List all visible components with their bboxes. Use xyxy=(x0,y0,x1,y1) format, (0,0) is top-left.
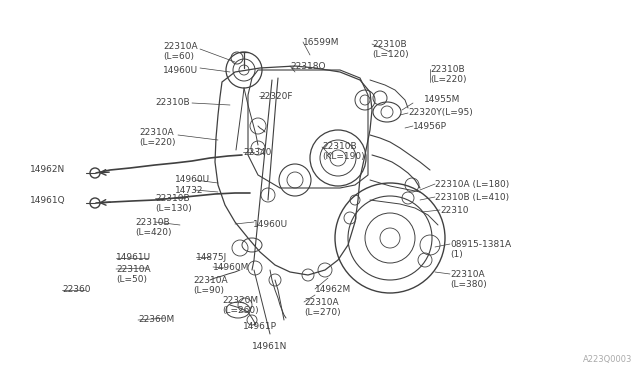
Text: 22360M: 22360M xyxy=(138,315,174,324)
Text: (L=50): (L=50) xyxy=(116,275,147,284)
Text: (L=60): (L=60) xyxy=(163,52,194,61)
Text: 22310A: 22310A xyxy=(116,265,150,274)
Text: 22340: 22340 xyxy=(243,148,271,157)
Text: (1): (1) xyxy=(450,250,463,259)
Text: (L=220): (L=220) xyxy=(430,75,467,84)
Text: 22310A (L=180): 22310A (L=180) xyxy=(435,180,509,189)
Text: 22318Q: 22318Q xyxy=(290,62,326,71)
Text: (L=380): (L=380) xyxy=(450,280,487,289)
Text: 22310B (L=410): 22310B (L=410) xyxy=(435,193,509,202)
Text: 14955M: 14955M xyxy=(424,95,460,104)
Text: 22310A: 22310A xyxy=(193,276,228,285)
Text: 22310B: 22310B xyxy=(372,40,406,49)
Text: 22310B: 22310B xyxy=(135,218,170,227)
Text: 14961Q: 14961Q xyxy=(30,196,66,205)
Text: 14961U: 14961U xyxy=(116,253,151,262)
Text: 14961N: 14961N xyxy=(252,342,288,351)
Text: (L=120): (L=120) xyxy=(372,50,408,59)
Text: 22310: 22310 xyxy=(440,206,468,215)
Text: 14960U: 14960U xyxy=(175,175,210,184)
Text: 14961P: 14961P xyxy=(243,322,277,331)
Text: 22310A: 22310A xyxy=(450,270,484,279)
Text: (L=130): (L=130) xyxy=(155,204,192,213)
Text: (L=90): (L=90) xyxy=(193,286,224,295)
Text: 22360: 22360 xyxy=(62,285,90,294)
Text: 14962M: 14962M xyxy=(315,285,351,294)
Text: 16599M: 16599M xyxy=(303,38,339,47)
Text: 14960M: 14960M xyxy=(213,263,250,272)
Text: (L=220): (L=220) xyxy=(139,138,175,147)
Text: 14962N: 14962N xyxy=(30,165,65,174)
Text: 22310B: 22310B xyxy=(430,65,465,74)
Text: 22320M: 22320M xyxy=(222,296,258,305)
Text: 14875J: 14875J xyxy=(196,253,227,262)
Text: 22310B: 22310B xyxy=(322,142,356,151)
Text: (L=420): (L=420) xyxy=(135,228,172,237)
Text: A223Q0003: A223Q0003 xyxy=(582,355,632,364)
Text: 14732: 14732 xyxy=(175,186,204,195)
Text: 22310B: 22310B xyxy=(155,194,189,203)
Text: 14960U: 14960U xyxy=(253,220,288,229)
Text: 22310A: 22310A xyxy=(163,42,198,51)
Text: (KL=190): (KL=190) xyxy=(322,152,365,161)
Text: 22320Y(L=95): 22320Y(L=95) xyxy=(408,108,473,117)
Text: 22310A: 22310A xyxy=(304,298,339,307)
Text: (L=270): (L=270) xyxy=(304,308,340,317)
Text: 22310A: 22310A xyxy=(139,128,173,137)
Text: 08915-1381A: 08915-1381A xyxy=(450,240,511,249)
Text: 22310B: 22310B xyxy=(155,98,189,107)
Text: (L=260): (L=260) xyxy=(222,306,259,315)
Text: 22320F: 22320F xyxy=(259,92,292,101)
Text: 14960U: 14960U xyxy=(163,66,198,75)
Text: 14956P: 14956P xyxy=(413,122,447,131)
